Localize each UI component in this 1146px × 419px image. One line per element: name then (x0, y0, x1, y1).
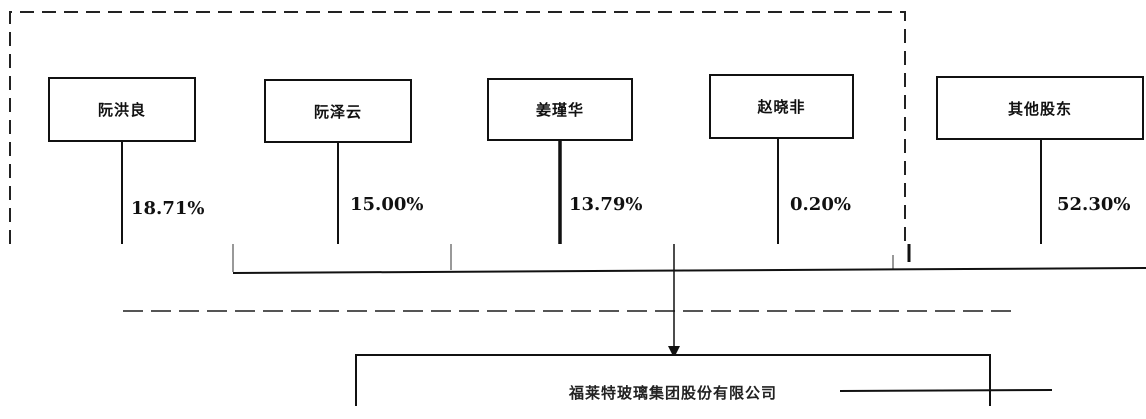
arrow-head (668, 346, 680, 358)
group-boundary-dashed (9, 11, 906, 244)
shareholder-box-5: 其他股东 (936, 76, 1144, 140)
company-name: 福莱特玻璃集团股份有限公司 (568, 384, 777, 402)
shareholding-percent-1: 18.71% (131, 198, 205, 219)
shareholder-name-1: 阮洪良 (97, 101, 146, 119)
shareholder-box-2: 阮泽云 (264, 79, 412, 143)
shareholding-percent-4: 0.20% (790, 194, 851, 215)
shareholder-name-2: 阮泽云 (313, 102, 362, 121)
shareholder-box-4: 赵晓非 (709, 74, 854, 139)
horizontal-bar (232, 267, 1146, 274)
shareholding-percent-5: 52.30% (1057, 194, 1131, 215)
shareholder-box-1: 阮洪良 (48, 77, 196, 142)
shareholder-box-3: 姜瑾华 (487, 78, 633, 141)
shareholding-percent-3: 13.79% (569, 194, 643, 215)
shareholder-name-3: 姜瑾华 (535, 101, 584, 119)
shareholding-percent-2: 15.00% (350, 194, 424, 215)
company-box: 福莱特玻璃集团股份有限公司 (355, 354, 991, 406)
shareholder-name-5: 其他股东 (1007, 99, 1072, 118)
shareholder-name-4: 赵晓非 (757, 98, 806, 116)
